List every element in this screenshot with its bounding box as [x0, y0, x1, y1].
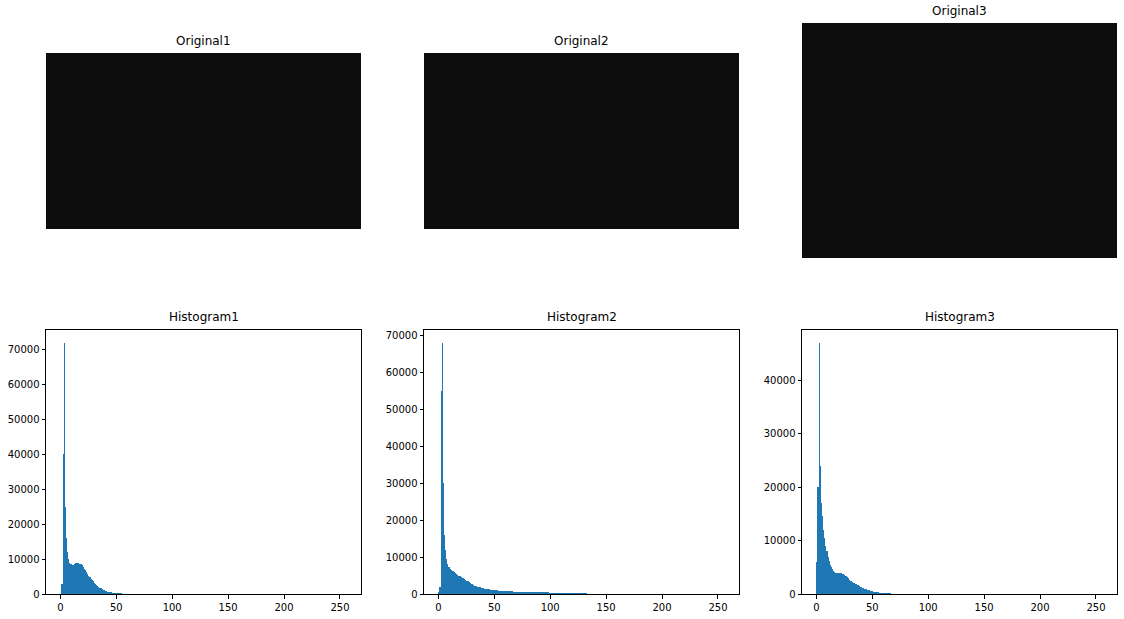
svg-text:10000: 10000: [386, 552, 418, 563]
svg-text:20000: 20000: [386, 515, 418, 526]
svg-text:50: 50: [110, 602, 123, 613]
svg-text:30000: 30000: [764, 428, 796, 439]
svg-text:Histogram3: Histogram3: [925, 310, 995, 324]
svg-text:0: 0: [33, 589, 39, 600]
svg-text:60000: 60000: [8, 379, 40, 390]
svg-text:100: 100: [163, 602, 182, 613]
svg-text:Original2: Original2: [554, 34, 609, 48]
svg-text:100: 100: [541, 602, 560, 613]
svg-text:Original3: Original3: [932, 4, 987, 18]
svg-text:Histogram1: Histogram1: [169, 310, 239, 324]
svg-text:50: 50: [866, 602, 879, 613]
svg-text:250: 250: [708, 602, 727, 613]
svg-text:0: 0: [57, 602, 63, 613]
svg-text:0: 0: [789, 589, 795, 600]
svg-text:0: 0: [435, 602, 441, 613]
svg-text:20000: 20000: [8, 519, 40, 530]
svg-text:40000: 40000: [386, 441, 418, 452]
svg-text:250: 250: [330, 602, 349, 613]
svg-text:50000: 50000: [386, 404, 418, 415]
svg-text:10000: 10000: [8, 554, 40, 565]
svg-text:Original1: Original1: [176, 34, 231, 48]
svg-text:150: 150: [597, 602, 616, 613]
svg-text:40000: 40000: [764, 375, 796, 386]
svg-text:200: 200: [652, 602, 671, 613]
svg-text:0: 0: [411, 589, 417, 600]
svg-text:30000: 30000: [8, 484, 40, 495]
svg-text:40000: 40000: [8, 449, 40, 460]
svg-text:70000: 70000: [8, 344, 40, 355]
svg-text:150: 150: [219, 602, 238, 613]
svg-text:0: 0: [813, 602, 819, 613]
svg-text:20000: 20000: [764, 482, 796, 493]
svg-text:70000: 70000: [386, 330, 418, 341]
svg-text:100: 100: [919, 602, 938, 613]
svg-text:200: 200: [1030, 602, 1049, 613]
svg-text:Histogram2: Histogram2: [547, 310, 617, 324]
svg-text:50000: 50000: [8, 414, 40, 425]
svg-text:50: 50: [488, 602, 501, 613]
svg-text:150: 150: [975, 602, 994, 613]
svg-text:200: 200: [274, 602, 293, 613]
svg-text:30000: 30000: [386, 478, 418, 489]
svg-text:250: 250: [1086, 602, 1105, 613]
svg-text:60000: 60000: [386, 367, 418, 378]
svg-text:10000: 10000: [764, 535, 796, 546]
